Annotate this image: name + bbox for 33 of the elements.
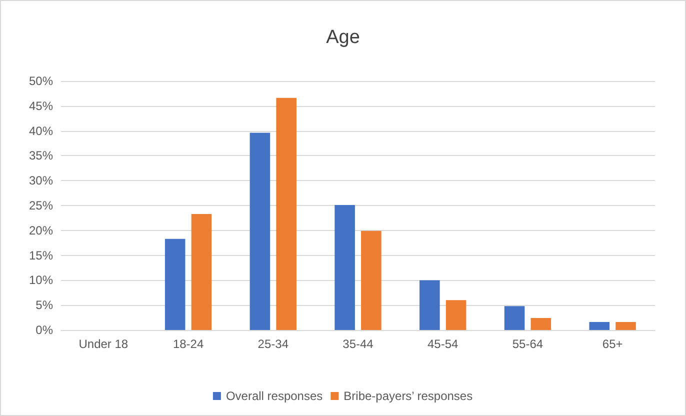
x-tick-label: Under 18 — [78, 337, 128, 351]
y-tick-label: 35% — [28, 148, 54, 163]
bar — [334, 205, 355, 330]
legend-label: Bribe-payers’ responses — [344, 389, 473, 403]
y-tick-label: 5% — [36, 298, 54, 312]
y-tick-label: 50% — [28, 74, 54, 88]
bar — [420, 280, 440, 330]
x-tick-label: 18-24 — [172, 337, 204, 351]
x-tick-label: 55-64 — [512, 337, 544, 351]
y-tick-label: 40% — [28, 124, 54, 138]
y-tick-label: 25% — [28, 198, 54, 212]
bar — [250, 132, 270, 330]
bar — [504, 306, 525, 330]
y-tick-label: 15% — [28, 248, 54, 262]
bar — [276, 98, 296, 330]
bar — [589, 322, 610, 330]
bar — [530, 318, 552, 330]
legend-label: Overall responses — [226, 389, 323, 403]
y-tick-label: 30% — [28, 174, 54, 188]
bar — [361, 230, 382, 330]
y-tick-label: 20% — [28, 223, 54, 238]
x-tick-label: 45-54 — [428, 337, 459, 351]
x-tick-label: 35-44 — [342, 337, 374, 351]
chart-title: Age — [326, 27, 360, 48]
bar — [446, 300, 466, 330]
bar — [616, 322, 636, 330]
x-tick-label: 65+ — [602, 337, 623, 351]
y-tick-label: 10% — [28, 273, 54, 288]
y-tick-label: 45% — [28, 98, 54, 113]
y-tick-label: 0% — [36, 323, 54, 337]
bar — [191, 214, 212, 330]
x-tick-label: 25-34 — [258, 337, 289, 351]
bar — [164, 238, 186, 330]
